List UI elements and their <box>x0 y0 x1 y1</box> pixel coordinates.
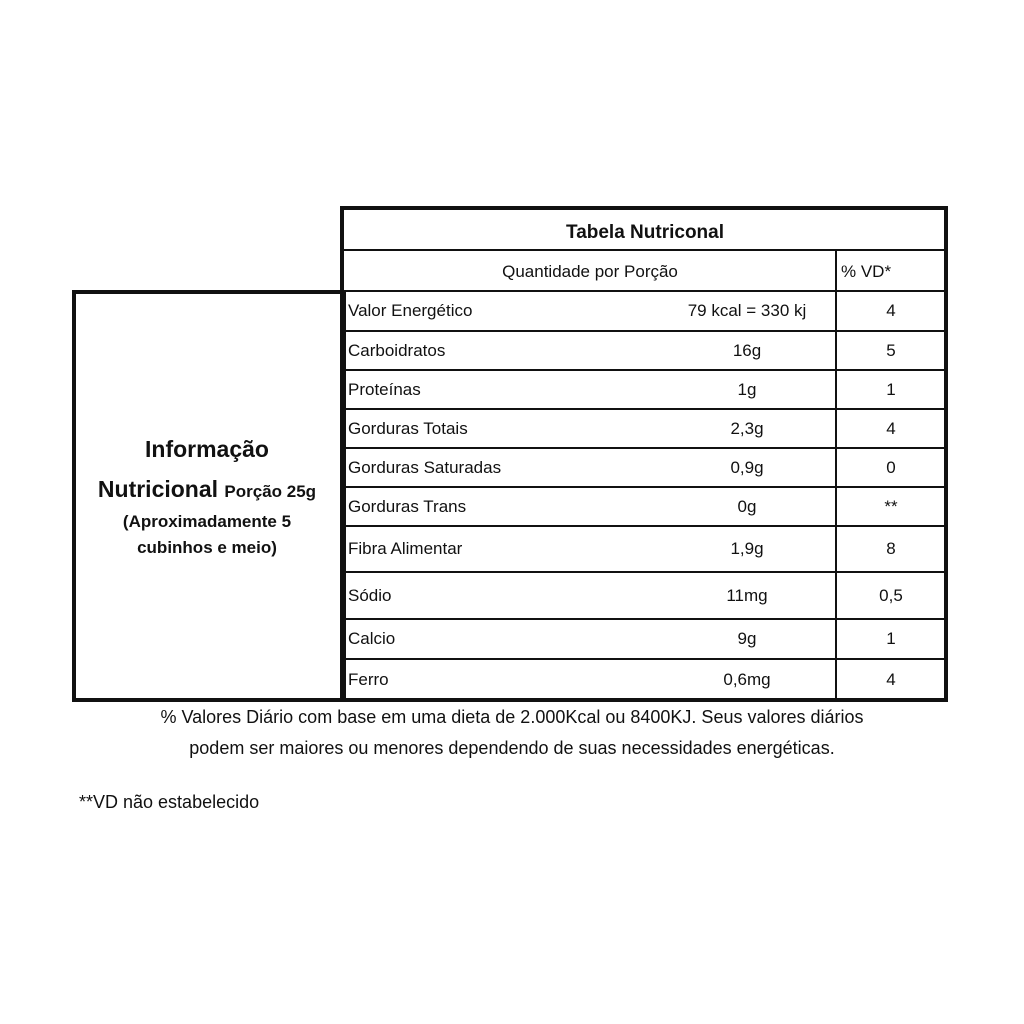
nutrient-name: Carboidratos <box>348 340 446 360</box>
side-panel-border <box>72 290 346 702</box>
daily-values-note-line1: % Valores Diário com base em uma dieta d… <box>160 707 864 727</box>
side-title-line2-wrap: Nutricional Porção 25g <box>98 469 316 509</box>
header-vd: % VD* <box>841 262 892 281</box>
nutrient-vd: 5 <box>886 340 896 360</box>
nutrient-vd: 1 <box>886 629 896 648</box>
table-title: Tabela Nutriconal <box>565 222 725 243</box>
daily-values-note-line2: podem ser maiores ou menores dependendo … <box>189 738 835 758</box>
nutrient-vd: 4 <box>886 301 896 320</box>
portion-detail-line1: (Aproximadamente 5 <box>122 512 292 531</box>
nutrient-amount: 1g <box>737 379 757 399</box>
row-divider <box>342 369 946 371</box>
nutrient-amount: 11mg <box>726 585 768 605</box>
nutrient-amount: 79 kcal = 330 kj <box>687 301 807 320</box>
nutrient-amount: 0g <box>737 496 757 516</box>
portion-size: Porção 25g <box>224 482 317 501</box>
nutrient-amount: 9g <box>737 629 757 648</box>
nutrient-name: Gorduras Trans <box>348 496 467 516</box>
nutrient-amount: 0,6mg <box>723 669 771 689</box>
nutrient-amount: 0,9g <box>730 457 764 477</box>
side-title-line1: Informação <box>145 436 269 462</box>
row-divider <box>342 330 946 332</box>
nutrient-amount: 1,9g <box>730 539 764 558</box>
nutrient-name: Calcio <box>348 629 396 648</box>
nutrient-name: Sódio <box>348 585 392 605</box>
nutrient-vd: 0,5 <box>879 585 903 605</box>
row-divider <box>342 571 946 573</box>
nutrient-vd: ** <box>884 496 898 516</box>
nutrient-vd: 1 <box>886 379 896 399</box>
nutrition-table-border <box>340 206 948 702</box>
vd-column-divider <box>835 250 837 700</box>
nutrient-amount: 16g <box>732 340 762 360</box>
side-title-line2: Nutricional <box>97 476 219 502</box>
side-panel: Informação Nutricional Porção 25g (Aprox… <box>76 294 338 696</box>
row-divider <box>342 525 946 527</box>
vd-not-established-note: **VD não estabelecido <box>79 792 260 812</box>
row-divider <box>342 618 946 620</box>
row-divider <box>342 290 946 292</box>
portion-detail-line2: cubinhos e meio) <box>137 538 277 557</box>
nutrient-vd: 4 <box>886 418 896 438</box>
nutrient-name: Proteínas <box>348 379 421 399</box>
nutrient-vd: 0 <box>886 457 896 477</box>
nutrient-name: Gorduras Totais <box>348 418 468 438</box>
header-quantity: Quantidade por Porção <box>502 262 678 281</box>
row-divider <box>342 408 946 410</box>
nutrient-name: Gorduras Saturadas <box>348 457 502 477</box>
nutrient-vd: 4 <box>886 669 896 689</box>
row-divider <box>342 249 946 251</box>
row-divider <box>342 486 946 488</box>
nutrient-name: Fibra Alimentar <box>348 539 463 558</box>
nutrient-amount: 2,3g <box>730 418 764 438</box>
nutrient-name: Valor Energético <box>348 301 473 320</box>
nutrient-name: Ferro <box>348 669 389 689</box>
row-divider <box>342 447 946 449</box>
row-divider <box>342 658 946 660</box>
nutrient-vd: 8 <box>886 539 896 558</box>
